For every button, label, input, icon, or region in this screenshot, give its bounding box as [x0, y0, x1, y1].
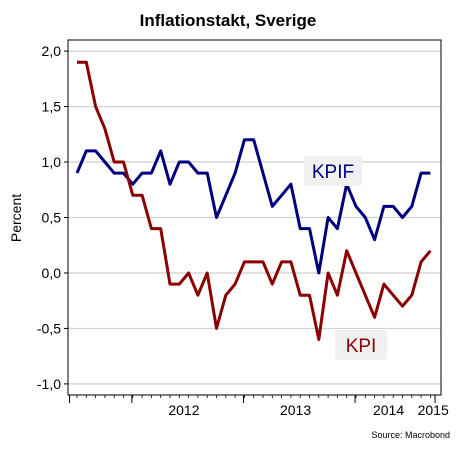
- x-tick-label: 2014: [373, 402, 404, 418]
- x-tick-label: 2015: [418, 402, 449, 418]
- series-label-box: [304, 156, 362, 186]
- y-tick-label: 1,5: [42, 99, 62, 115]
- x-axis: 2012 2013 2014 2015: [69, 395, 449, 418]
- series-lines: [75, 60, 432, 341]
- y-tick-label: 0,5: [42, 210, 62, 226]
- y-tick-label: 2,0: [42, 43, 62, 59]
- source-note: Source: Macrobond: [371, 430, 450, 440]
- y-tick-label: -0,5: [37, 320, 61, 336]
- plot-frame: [67, 39, 442, 396]
- series-label-kpi: KPI: [346, 336, 377, 357]
- x-tick-label: 2012: [168, 402, 199, 418]
- y-axis-label: Percent: [8, 194, 24, 242]
- series-label-kpif: KPIF: [312, 162, 354, 183]
- gridlines: [68, 50, 441, 385]
- y-axis-ticks: 2,0 1,5 1,0 0,5 0,0 -0,5 -1,0: [37, 43, 68, 392]
- series-line-kpif: [75, 138, 431, 275]
- x-tick-label: 2013: [280, 402, 311, 418]
- series-line-kpi: [77, 60, 432, 341]
- y-tick-label: 0,0: [42, 265, 62, 281]
- series-labels: KPIF KPI: [304, 156, 387, 360]
- y-tick-label: 1,0: [42, 154, 62, 170]
- series-label-box: [335, 330, 387, 360]
- y-tick-label: -1,0: [37, 376, 61, 392]
- chart-title: Inflationstakt, Sverige: [140, 11, 317, 30]
